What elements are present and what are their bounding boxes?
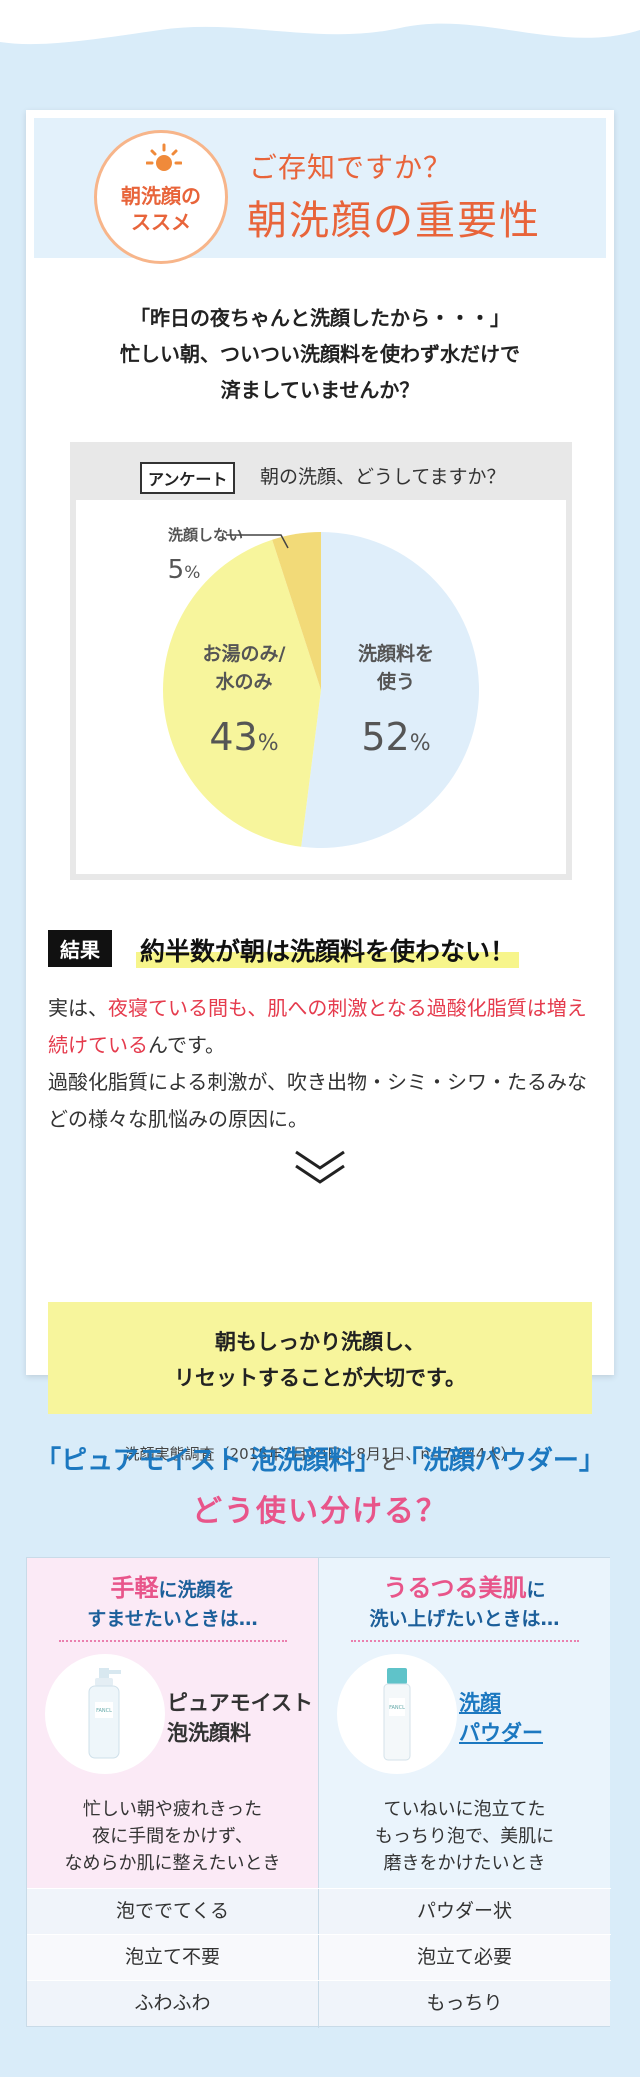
powder-product-name-line2: パウダー xyxy=(459,1721,543,1745)
pie-value-label: 5% xyxy=(168,555,201,585)
top-wave-decoration xyxy=(0,0,640,45)
compare-cell-powder: パウダー状 xyxy=(319,1889,610,1934)
foam-product-name-line1: ピュアモイスト xyxy=(167,1691,313,1715)
morning-wash-card: 朝洗顔の ススメ ご存知ですか？ 朝洗顔の重要性 「昨日の夜ちゃんと洗顔したから… xyxy=(26,110,614,1463)
intro-text: 「昨日の夜ちゃんと洗顔したから・・・」 忙しい朝、ついつい洗顔料を使わず水だけで… xyxy=(120,306,520,402)
result-p1-pre: 実は、 xyxy=(48,996,108,1020)
survey-chart-area: 洗顔料を使う 52% お湯のみ/水のみ 43% 洗顔しない 5% xyxy=(76,500,566,874)
header-subtitle: ご存知ですか？ xyxy=(249,151,453,184)
powder-bottle-icon: FANCL xyxy=(383,1668,411,1761)
compare-cell-foam: ふわふわ xyxy=(27,1981,318,2026)
badge-text: 朝洗顔の ススメ xyxy=(121,184,201,234)
result-text: 実は、夜寝ている間も、肌への刺激となる過酸化脂質は増え続けているんです。 過酸化… xyxy=(48,990,588,1138)
compare-table: 手軽に洗顔を すませたいときは… FANCL ピュアモイスト 泡洗顔料 忙しい朝… xyxy=(26,1557,611,2028)
svg-text:FANCL: FANCL xyxy=(389,1705,405,1711)
result-paragraph-1: 実は、夜寝ている間も、肌への刺激となる過酸化脂質は増え続けているんです。 xyxy=(48,990,588,1064)
powder-heading: うるつる美肌に 洗い上げたいときは… xyxy=(319,1574,610,1633)
compare-cell-powder: 泡立て必要 xyxy=(319,1935,610,1980)
powder-heading-line2: 洗い上げたいときは… xyxy=(369,1608,560,1630)
result-p1-highlight: 夜寝ている間も、肌への刺激となる過酸化脂質は増え続けている xyxy=(48,996,587,1057)
compare-row: ふわふわ もっちり xyxy=(27,1980,611,2026)
compare-row: 泡立て不要 泡立て必要 xyxy=(27,1934,611,1980)
pie-slice-label: 洗顔しない 5% xyxy=(168,526,243,585)
compare-subtitle: どう使い分ける？ xyxy=(192,1494,448,1529)
card-header: 朝洗顔の ススメ ご存知ですか？ 朝洗顔の重要性 xyxy=(34,118,606,264)
foam-heading-emphasis: 手軽 xyxy=(110,1574,159,1602)
compare-cell-foam: 泡立て不要 xyxy=(27,1935,318,1980)
compare-title-part1: 「ピュアモイスト 泡洗顔料」 xyxy=(35,1446,381,1476)
pie-value-label: 52% xyxy=(361,715,430,759)
pie-slice xyxy=(162,539,321,847)
column-divider xyxy=(318,1558,319,2028)
result-tag: 結果 xyxy=(48,930,112,967)
pie-category-label: 洗顔しない xyxy=(168,526,243,544)
pie-value-label: 43% xyxy=(209,715,278,759)
pie-leader-line xyxy=(226,534,289,549)
pie-category-label: お湯のみ/ xyxy=(203,643,286,665)
result-paragraph-2: 過酸化脂質による刺激が、吹き出物・シミ・シワ・たるみなどの様々な肌悩みの原因に。 xyxy=(48,1070,587,1131)
foam-heading-line2: すませたいときは… xyxy=(87,1608,258,1630)
morning-wash-badge: 朝洗顔の ススメ xyxy=(94,130,228,264)
pie-slice xyxy=(272,532,321,690)
dotted-divider xyxy=(59,1640,287,1642)
foam-product-image: FANCL xyxy=(45,1654,165,1774)
double-chevron-down-icon xyxy=(295,1150,345,1184)
powder-product-image: FANCL xyxy=(337,1654,457,1774)
survey-box: アンケート 朝の洗顔、どうしてますか？ 洗顔料を使う 52% お湯のみ/水のみ 43%… xyxy=(70,442,572,880)
powder-product-link[interactable]: 洗顔 パウダー xyxy=(459,1688,543,1748)
double-chevron-down-icon xyxy=(294,1220,346,1260)
foam-bottle-icon: FANCL xyxy=(88,1668,121,1759)
compare-column-powder: うるつる美肌に 洗い上げたいときは… FANCL 洗顔 パウダー ていねいに泡立… xyxy=(319,1558,610,1888)
powder-description: ていねいに泡立てた もっちり泡で、美肌に 磨きをかけたいとき xyxy=(374,1799,555,1874)
compare-title-part2: 「洗顔パウダー」 xyxy=(396,1446,605,1476)
compare-rows: 泡ででてくる パウダー状 泡立て不要 泡立て必要 ふわふわ もっちり xyxy=(27,1888,611,2026)
foam-product-name-line2: 泡洗顔料 xyxy=(167,1721,251,1745)
sun-icon xyxy=(146,143,182,171)
compare-title: 「ピュアモイスト 泡洗顔料」と「洗顔パウダー」 xyxy=(0,1440,640,1477)
dotted-divider xyxy=(351,1640,579,1642)
foam-product-name: ピュアモイスト 泡洗顔料 xyxy=(167,1688,313,1748)
compare-row: 泡ででてくる パウダー状 xyxy=(27,1888,611,1934)
foam-heading-rest: に洗顔を xyxy=(158,1579,235,1601)
key-point-box: 朝もしっかり洗顔し、 リセットすることが大切です。 xyxy=(48,1302,592,1414)
pie-category-label: 使う xyxy=(376,671,415,693)
pie-category-label: 水のみ xyxy=(215,671,272,693)
compare-column-foam: 手軽に洗顔を すませたいときは… FANCL ピュアモイスト 泡洗顔料 忙しい朝… xyxy=(27,1558,318,1888)
compare-title-and: と xyxy=(380,1454,397,1473)
survey-source: 洗顔実態調査（2018年7月30日〜8月1日、n=7,844人） xyxy=(124,1445,516,1463)
foam-heading: 手軽に洗顔を すませたいときは… xyxy=(27,1574,318,1633)
compare-cell-powder: もっちり xyxy=(319,1981,610,2026)
result-p1-post: んです。 xyxy=(148,1033,225,1057)
pie-category-label: 洗顔料を xyxy=(358,642,434,665)
survey-header: アンケート 朝の洗顔、どうしてますか？ xyxy=(76,448,566,500)
survey-question: 朝の洗顔、どうしてますか？ xyxy=(260,466,506,488)
powder-product-name-line1: 洗顔 xyxy=(459,1691,501,1715)
powder-heading-emphasis: うるつる美肌 xyxy=(383,1574,527,1602)
pie-slice xyxy=(301,532,479,848)
survey-tag: アンケート xyxy=(140,462,236,494)
compare-cell-foam: 泡ででてくる xyxy=(27,1889,318,1934)
powder-heading-rest: に xyxy=(526,1579,546,1601)
page-title: 朝洗顔の重要性 xyxy=(247,198,541,244)
foam-description: 忙しい朝や疲れきった 夜に手間をかけず、 なめらか肌に整えたいとき xyxy=(64,1799,281,1874)
result-title: 約半数が朝は洗顔料を使わない！ xyxy=(136,932,520,968)
svg-text:FANCL: FANCL xyxy=(96,1708,112,1714)
pie-slice-label: お湯のみ/水のみ 43% xyxy=(203,643,286,759)
